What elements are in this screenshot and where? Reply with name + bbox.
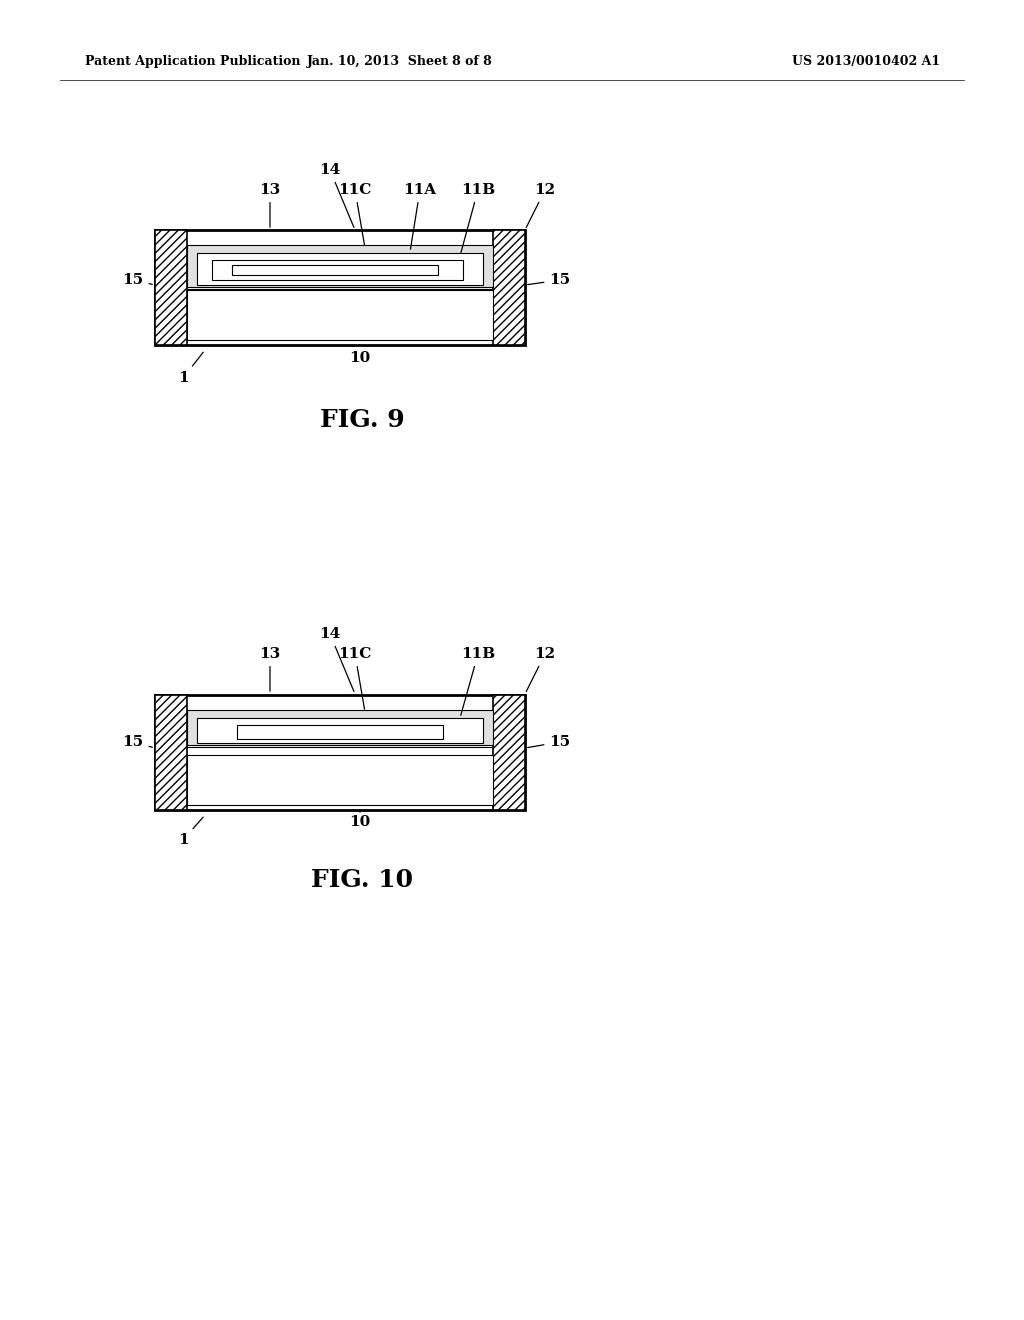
Bar	[187, 246, 493, 286]
Bar	[155, 230, 187, 345]
Text: US 2013/0010402 A1: US 2013/0010402 A1	[792, 55, 940, 69]
Text: 14: 14	[319, 627, 354, 692]
Bar	[197, 718, 483, 743]
Bar	[237, 725, 443, 739]
Text: Patent Application Publication: Patent Application Publication	[85, 55, 300, 69]
Text: FIG. 10: FIG. 10	[311, 869, 413, 892]
Bar	[187, 755, 493, 805]
Text: 11B: 11B	[461, 647, 496, 715]
Bar	[187, 710, 493, 744]
Bar	[212, 260, 463, 280]
Text: 10: 10	[349, 810, 371, 829]
Text: 11B: 11B	[461, 183, 496, 253]
Text: 15: 15	[123, 735, 153, 748]
Bar	[493, 230, 525, 345]
Text: 15: 15	[527, 273, 570, 286]
Text: 12: 12	[526, 183, 556, 227]
Text: 15: 15	[527, 735, 570, 748]
Bar	[232, 265, 438, 275]
Bar	[155, 696, 525, 810]
Text: 12: 12	[526, 647, 556, 692]
Bar	[197, 253, 483, 285]
Text: 1: 1	[178, 352, 204, 385]
Text: 13: 13	[259, 183, 281, 227]
Text: 15: 15	[123, 273, 153, 286]
Text: 14: 14	[319, 162, 354, 227]
Text: 11C: 11C	[338, 183, 372, 246]
Text: FIG. 9: FIG. 9	[319, 408, 404, 432]
Bar	[155, 230, 525, 345]
Text: 13: 13	[259, 647, 281, 692]
Bar	[155, 696, 187, 810]
Text: Jan. 10, 2013  Sheet 8 of 8: Jan. 10, 2013 Sheet 8 of 8	[307, 55, 493, 69]
Text: 10: 10	[349, 345, 371, 366]
Bar	[493, 696, 525, 810]
Text: 11A: 11A	[403, 183, 436, 249]
Bar	[187, 290, 493, 341]
Text: 11C: 11C	[338, 647, 372, 709]
Text: 1: 1	[178, 817, 203, 847]
